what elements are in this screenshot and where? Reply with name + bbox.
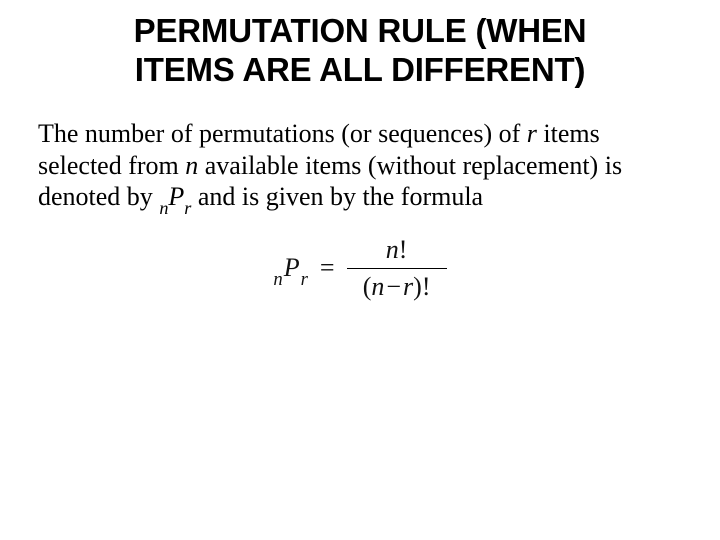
formula-wrap: nPr = n! (n−r)!: [273, 235, 446, 302]
num-excl: !: [399, 235, 408, 264]
notation-p: P: [168, 182, 184, 211]
formula-lhs: nPr: [273, 253, 308, 283]
formula-lhs-r: r: [301, 269, 308, 290]
num-n: n: [386, 235, 399, 264]
notation-sub-r: r: [184, 198, 191, 218]
formula-fraction: n! (n−r)!: [347, 235, 447, 302]
formula-equals: =: [316, 253, 339, 283]
den-r: r: [403, 272, 413, 301]
body-var-n: n: [185, 151, 198, 180]
slide-title: PERMUTATION RULE (WHEN ITEMS ARE ALL DIF…: [38, 12, 682, 90]
body-part1: The number of permutations (or sequences…: [38, 119, 527, 148]
formula-lhs-n: n: [273, 269, 282, 290]
formula-numerator: n!: [347, 235, 447, 269]
slide: PERMUTATION RULE (WHEN ITEMS ARE ALL DIF…: [0, 0, 720, 540]
notation-sub-n: n: [159, 198, 168, 218]
formula-denominator: (n−r)!: [357, 269, 437, 302]
den-minus: −: [384, 272, 403, 301]
formula: nPr = n! (n−r)!: [38, 235, 682, 302]
formula-lhs-p: P: [284, 253, 300, 282]
den-rparen: ): [413, 272, 422, 301]
body-paragraph: The number of permutations (or sequences…: [38, 118, 682, 217]
body-var-r: r: [527, 119, 537, 148]
den-n: n: [371, 272, 384, 301]
den-excl: !: [422, 272, 431, 301]
body-part4: and is given by the formula: [191, 182, 483, 211]
